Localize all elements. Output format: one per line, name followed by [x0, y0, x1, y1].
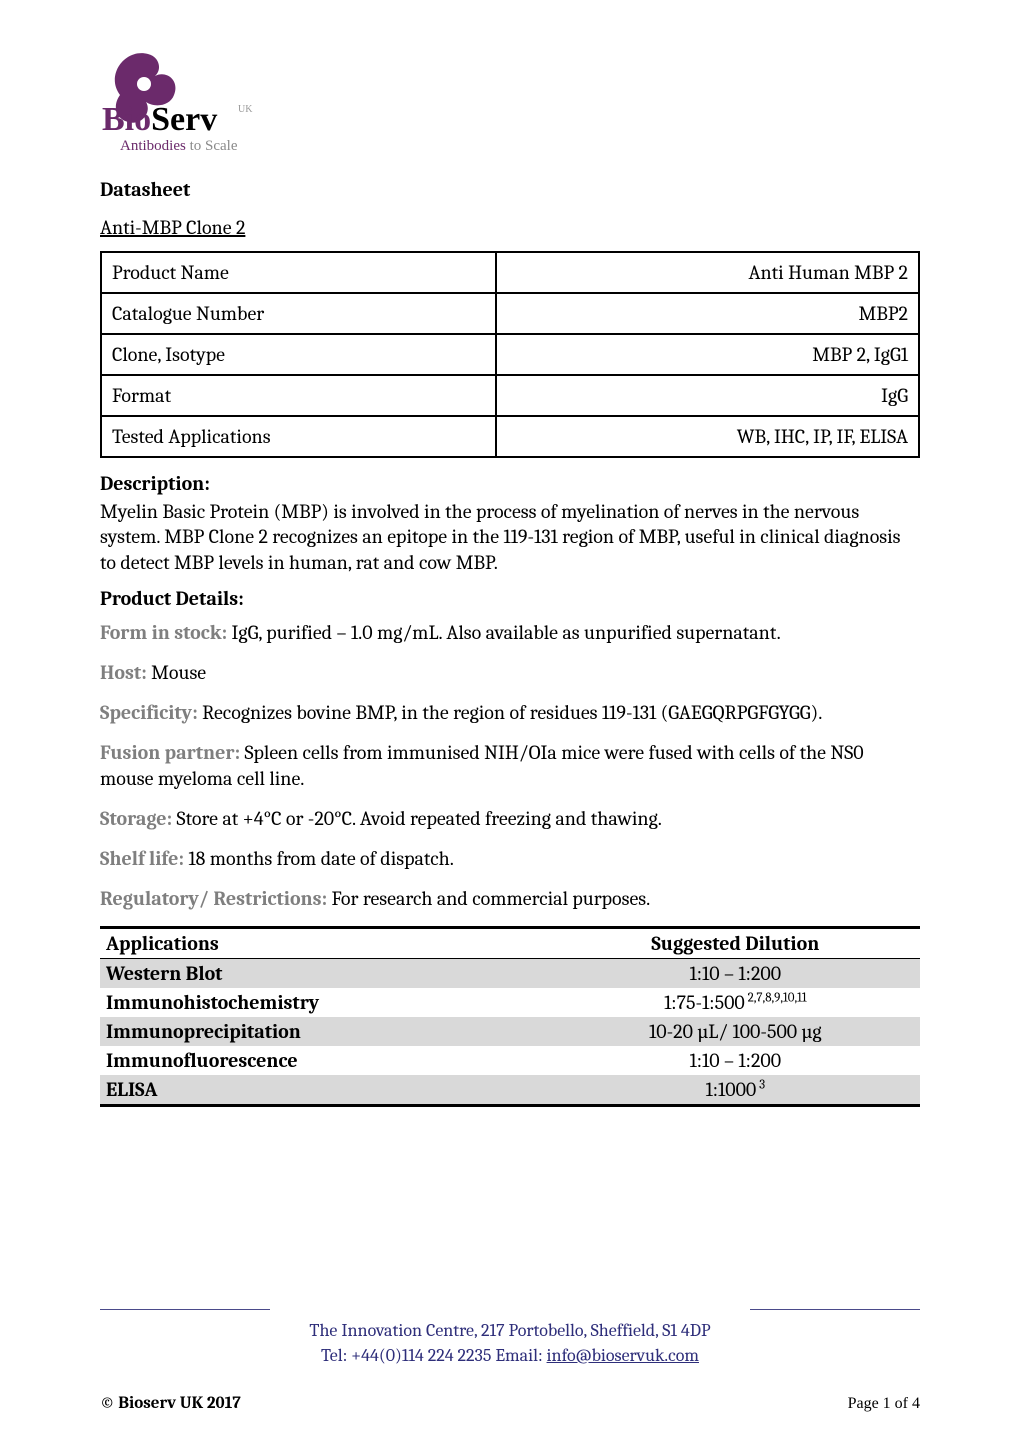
footer-line1: The Innovation Centre, 217 Portobello, S…	[100, 1319, 920, 1343]
table-row: Immunoprecipitation 10-20 µL/ 100-500 µg	[100, 1017, 920, 1046]
table-row: ELISA 1:1000 3	[100, 1075, 920, 1106]
table-row: Clone, Isotype MBP 2, IgG1	[101, 334, 919, 375]
app-label: Western Blot	[100, 959, 551, 989]
storage-label: Storage:	[100, 807, 172, 830]
fusion-partner-line: Fusion partner: Spleen cells from immuni…	[100, 740, 920, 792]
storage-line: Storage: Store at +4°C or -20°C. Avoid r…	[100, 806, 920, 832]
specificity-value: Recognizes bovine BMP, in the region of …	[198, 701, 823, 724]
info-value: Anti Human MBP 2	[496, 252, 919, 293]
app-value: 1:1000 3	[551, 1075, 920, 1106]
host-line: Host: Mouse	[100, 660, 920, 686]
regulatory-value: For research and commercial purposes.	[327, 887, 650, 910]
info-label: Product Name	[101, 252, 496, 293]
info-label: Format	[101, 375, 496, 416]
form-in-stock-value: IgG, purified – 1.0 mg/mL. Also availabl…	[227, 621, 781, 644]
table-row: Immunohistochemistry 1:75-1:500 2,7,8,9,…	[100, 988, 920, 1017]
table-row: Product Name Anti Human MBP 2	[101, 252, 919, 293]
datasheet-heading: Datasheet	[100, 178, 920, 201]
info-label: Catalogue Number	[101, 293, 496, 334]
table-row: Format IgG	[101, 375, 919, 416]
app-value: 1:10 – 1:200	[551, 959, 920, 989]
storage-value: Store at +4°C or -20°C. Avoid repeated f…	[172, 807, 662, 830]
footer-email-link[interactable]: info@bioservuk.com	[547, 1345, 699, 1366]
host-label: Host:	[100, 661, 147, 684]
app-value: 1:75-1:500 2,7,8,9,10,11	[551, 988, 920, 1017]
svg-text:BioServ: BioServ	[102, 101, 217, 138]
form-in-stock-line: Form in stock: IgG, purified – 1.0 mg/mL…	[100, 620, 920, 646]
footer-address: The Innovation Centre, 217 Portobello, S…	[100, 1319, 920, 1368]
shelf-life-label: Shelf life:	[100, 847, 184, 870]
info-value: MBP2	[496, 293, 919, 334]
host-value: Mouse	[147, 661, 206, 684]
description-heading: Description:	[100, 472, 920, 495]
info-value: WB, IHC, IP, IF, ELISA	[496, 416, 919, 457]
regulatory-label: Regulatory/ Restrictions:	[100, 887, 327, 910]
svg-text:Antibodies to Scale: Antibodies to Scale	[120, 138, 238, 154]
logo: BioServ UK Antibodies to Scale	[100, 40, 920, 160]
app-label: Immunoprecipitation	[100, 1017, 551, 1046]
app-label: ELISA	[100, 1075, 551, 1106]
table-row: Tested Applications WB, IHC, IP, IF, ELI…	[101, 416, 919, 457]
product-info-table: Product Name Anti Human MBP 2 Catalogue …	[100, 251, 920, 458]
svg-text:UK: UK	[238, 104, 253, 115]
bioserv-logo-icon: BioServ UK Antibodies to Scale	[100, 40, 330, 160]
shelf-life-value: 18 months from date of dispatch.	[184, 847, 454, 870]
info-label: Clone, Isotype	[101, 334, 496, 375]
applications-table: Applications Suggested Dilution Western …	[100, 926, 920, 1107]
copyright: © Bioserv UK 2017	[100, 1394, 241, 1413]
app-value: 1:10 – 1:200	[551, 1046, 920, 1075]
table-row: Western Blot 1:10 – 1:200	[100, 959, 920, 989]
footer-rule	[100, 1299, 920, 1317]
table-row: Catalogue Number MBP2	[101, 293, 919, 334]
regulatory-line: Regulatory/ Restrictions: For research a…	[100, 886, 920, 912]
product-details-heading: Product Details:	[100, 587, 920, 610]
info-label: Tested Applications	[101, 416, 496, 457]
app-label: Immunohistochemistry	[100, 988, 551, 1017]
subtitle: Anti-MBP Clone 2	[100, 215, 920, 241]
apps-header-col1: Applications	[100, 928, 551, 959]
page-footer: The Innovation Centre, 217 Portobello, S…	[100, 1299, 920, 1413]
description-text: Myelin Basic Protein (MBP) is involved i…	[100, 499, 920, 576]
footer-line2: Tel: +44(0)114 224 2235 Email: info@bios…	[100, 1344, 920, 1368]
apps-header-col2: Suggested Dilution	[551, 928, 920, 959]
page-number: Page 1 of 4	[848, 1395, 920, 1413]
app-value: 10-20 µL/ 100-500 µg	[551, 1017, 920, 1046]
table-row: Immunofluorescence 1:10 – 1:200	[100, 1046, 920, 1075]
info-value: MBP 2, IgG1	[496, 334, 919, 375]
info-value: IgG	[496, 375, 919, 416]
app-label: Immunofluorescence	[100, 1046, 551, 1075]
shelf-life-line: Shelf life: 18 months from date of dispa…	[100, 846, 920, 872]
specificity-label: Specificity:	[100, 701, 198, 724]
form-in-stock-label: Form in stock:	[100, 621, 227, 644]
fusion-partner-label: Fusion partner:	[100, 741, 240, 764]
specificity-line: Specificity: Recognizes bovine BMP, in t…	[100, 700, 920, 726]
